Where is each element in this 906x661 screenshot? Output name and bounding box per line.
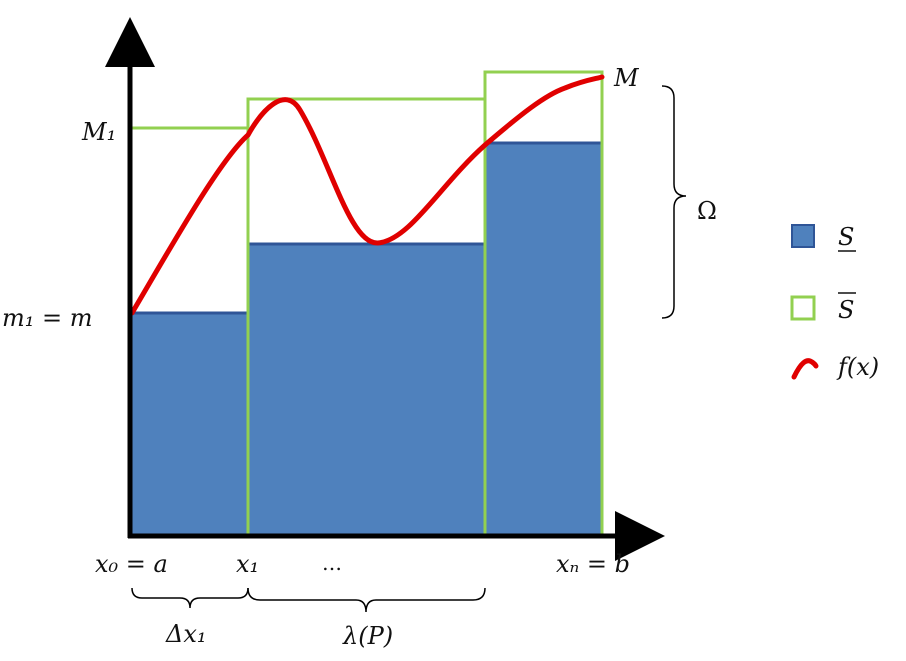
legend-lower-swatch [791,224,815,248]
label-delta-x1: Δx₁ [165,620,207,648]
label-x1: x₁ [236,550,259,578]
label-lambda-P: λ(P) [342,622,393,650]
function-curve [129,74,605,316]
label-M: M [613,64,640,92]
legend: S S f(x) [790,223,879,381]
lower-rect-1 [132,313,248,536]
lower-sum-rectangles [132,141,602,536]
legend-upper-swatch [790,295,816,321]
brace-lambda [247,587,486,613]
legend-curve-icon [791,358,819,380]
label-x0-equals-a: x₀ = a [95,550,168,578]
legend-lower-label: S [838,223,854,251]
brace-delta-x1 [131,587,249,609]
label-omega: Ω [697,197,717,225]
legend-function-label: f(x) [836,353,879,381]
lower-rect-3 [485,143,602,536]
label-dots: … [322,551,342,575]
upper-rect-3 [483,70,604,536]
label-xn-equals-b: xₙ = b [556,550,630,578]
brace-omega [661,85,687,319]
lower-rect-2 [248,244,485,536]
label-M1: M₁ [81,118,116,146]
legend-upper-label: S [838,296,854,324]
upper-sum-rectangles [132,70,604,536]
label-m1-equals-m: m₁ = m [2,304,93,332]
